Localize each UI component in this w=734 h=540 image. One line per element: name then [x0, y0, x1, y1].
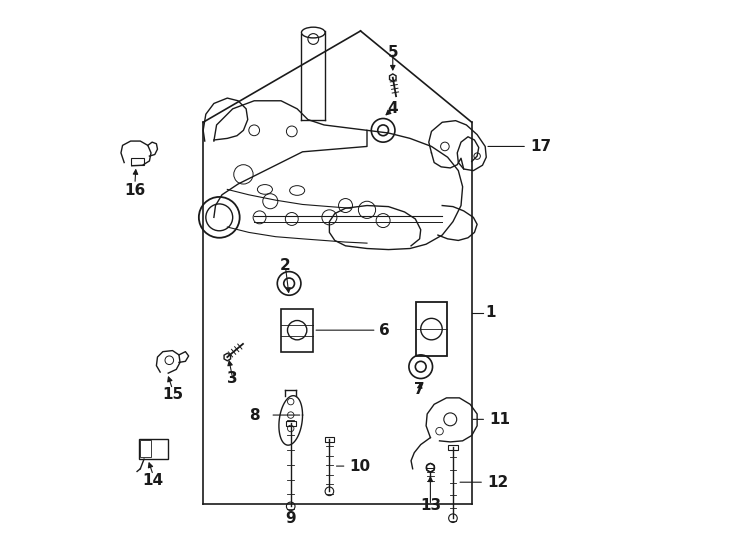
Text: 3: 3	[228, 371, 238, 386]
Text: 17: 17	[531, 139, 551, 154]
Text: 16: 16	[124, 183, 145, 198]
Bar	[286, 421, 296, 426]
Text: 14: 14	[142, 473, 164, 488]
Text: 2: 2	[280, 258, 291, 273]
Text: 12: 12	[487, 475, 509, 490]
Text: 6: 6	[379, 323, 390, 338]
Text: 15: 15	[162, 387, 183, 402]
Bar	[416, 302, 446, 356]
Text: 11: 11	[490, 412, 510, 427]
Bar	[448, 445, 458, 450]
Bar	[139, 438, 168, 459]
Bar	[324, 437, 334, 442]
Bar	[281, 309, 313, 352]
Bar	[131, 158, 144, 165]
Bar	[140, 440, 151, 457]
Text: 9: 9	[286, 511, 296, 526]
Text: 4: 4	[388, 102, 398, 116]
Text: 5: 5	[388, 45, 398, 60]
Text: 13: 13	[420, 498, 441, 513]
Text: 10: 10	[350, 458, 371, 474]
Text: 1: 1	[485, 306, 495, 320]
Text: 8: 8	[249, 408, 260, 422]
Text: 7: 7	[414, 382, 425, 397]
